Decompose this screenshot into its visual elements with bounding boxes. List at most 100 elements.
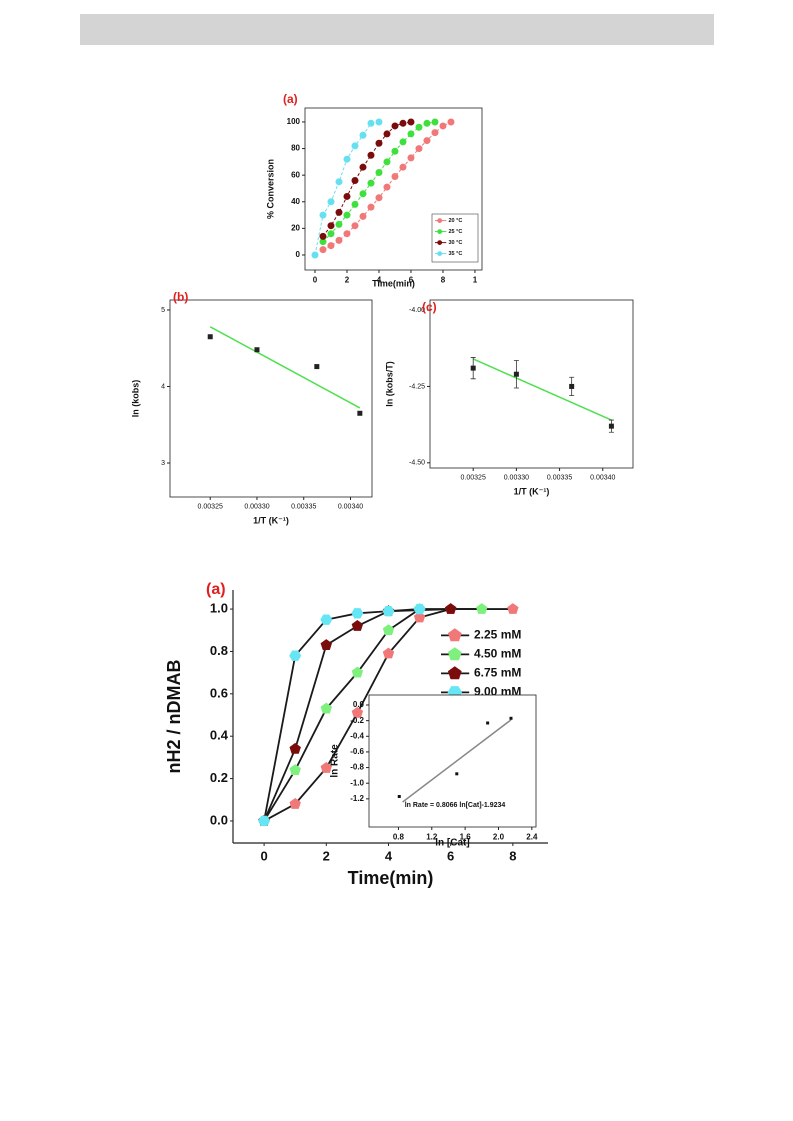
- x-tick-label: 0.00335: [547, 475, 572, 482]
- marker: [375, 118, 383, 126]
- marker: [383, 183, 391, 191]
- y-tick-label: 40: [291, 197, 300, 206]
- marker: [375, 194, 383, 202]
- marker: [359, 212, 367, 220]
- marker: [367, 119, 375, 127]
- x-tick-label: 1: [473, 276, 478, 285]
- marker: [513, 371, 519, 377]
- marker: [455, 772, 459, 776]
- legend-marker: [437, 240, 443, 246]
- y-tick-label: -1.0: [350, 778, 364, 787]
- y-tick-label: -0.2: [350, 716, 364, 725]
- marker: [351, 176, 359, 184]
- marker: [289, 742, 301, 754]
- marker: [359, 131, 367, 139]
- marker: [359, 190, 367, 198]
- y-axis-label: nH2 / nDMAB: [164, 660, 184, 774]
- marker: [382, 647, 395, 659]
- legend-label: 6.75 mM: [474, 666, 521, 680]
- marker: [359, 163, 367, 171]
- marker: [335, 220, 343, 228]
- marker: [397, 795, 401, 799]
- marker: [343, 230, 351, 238]
- marker: [343, 192, 351, 200]
- marker: [335, 208, 343, 216]
- y-tick-label: 4: [161, 383, 165, 390]
- legend-label: 2.25 mM: [474, 628, 521, 642]
- marker: [351, 620, 364, 631]
- y-tick-label: 5: [161, 307, 165, 314]
- x-tick-label: 0: [313, 276, 318, 285]
- legend-marker: [437, 251, 443, 256]
- marker: [311, 251, 319, 259]
- marker: [343, 155, 351, 163]
- x-tick-label: 0.00330: [504, 475, 529, 482]
- marker: [327, 198, 335, 206]
- marker: [319, 232, 327, 240]
- marker: [507, 603, 519, 614]
- fit-line: [472, 358, 612, 421]
- y-tick-label: 60: [291, 170, 300, 179]
- annotation: ln Rate = 0.8066 ln[Cat]-1.9234: [405, 802, 506, 809]
- marker: [320, 761, 332, 773]
- marker: [327, 242, 335, 250]
- y-tick-label: 0.0: [210, 812, 228, 827]
- marker: [439, 122, 447, 130]
- y-tick-label: 0.6: [210, 685, 228, 700]
- marker: [367, 179, 375, 187]
- legend-marker: [447, 647, 462, 661]
- y-axis-label: ln (kobs): [130, 380, 140, 418]
- marker: [335, 178, 343, 186]
- marker: [407, 130, 415, 138]
- legend-label: 30 °C: [449, 240, 463, 246]
- marker: [569, 383, 575, 389]
- y-tick-label: 0: [296, 250, 301, 259]
- legend-label: 20 °C: [449, 218, 463, 224]
- x-tick-label: 0.00340: [338, 504, 363, 511]
- marker: [447, 118, 455, 126]
- marker: [509, 716, 513, 720]
- x-tick-label: 8: [509, 849, 516, 864]
- x-tick-label: 2.4: [526, 833, 538, 842]
- marker: [470, 365, 476, 371]
- marker: [382, 624, 395, 636]
- marker: [407, 118, 415, 126]
- x-tick-label: 1.2: [426, 833, 438, 842]
- x-tick-label: 0.00335: [291, 504, 316, 511]
- y-tick-label: 0.8: [210, 643, 228, 658]
- y-tick-label: -4.00: [409, 307, 425, 314]
- x-tick-label: 2: [345, 276, 350, 285]
- x-axis-label: 1/T (K⁻¹): [253, 515, 289, 525]
- legend-label: 25 °C: [449, 229, 463, 235]
- x-tick-label: 6: [447, 849, 454, 864]
- x-tick-label: 0.00330: [244, 504, 269, 511]
- marker: [413, 603, 426, 615]
- chart: 0.8 1.2 1.6 2.0 2.4 0.0 -0.2 -0.4 -0.6 -0.8 -1.0 -1…: [330, 694, 538, 849]
- y-tick-label: 100: [287, 117, 301, 126]
- y-tick-label: 3: [161, 460, 165, 467]
- marker: [254, 347, 260, 353]
- marker: [375, 139, 383, 147]
- marker: [351, 608, 364, 619]
- marker: [382, 605, 395, 617]
- x-tick-label: 0.00340: [590, 475, 615, 482]
- x-axis-label: Time(min): [372, 278, 415, 288]
- marker: [335, 236, 343, 244]
- marker: [399, 163, 407, 171]
- panel-label: (a): [206, 581, 226, 598]
- marker: [327, 222, 335, 230]
- marker: [289, 764, 301, 775]
- x-tick-label: 4: [377, 276, 382, 285]
- x-tick-label: 0.00325: [198, 504, 223, 511]
- marker: [431, 129, 439, 137]
- x-tick-label: 0.00325: [461, 475, 486, 482]
- x-axis-label: 1/T (K⁻¹): [514, 486, 550, 496]
- marker: [423, 119, 431, 127]
- marker: [391, 172, 399, 180]
- y-tick-label: -4.25: [409, 383, 425, 390]
- marker: [289, 798, 301, 809]
- marker: [486, 721, 490, 725]
- marker: [407, 154, 415, 162]
